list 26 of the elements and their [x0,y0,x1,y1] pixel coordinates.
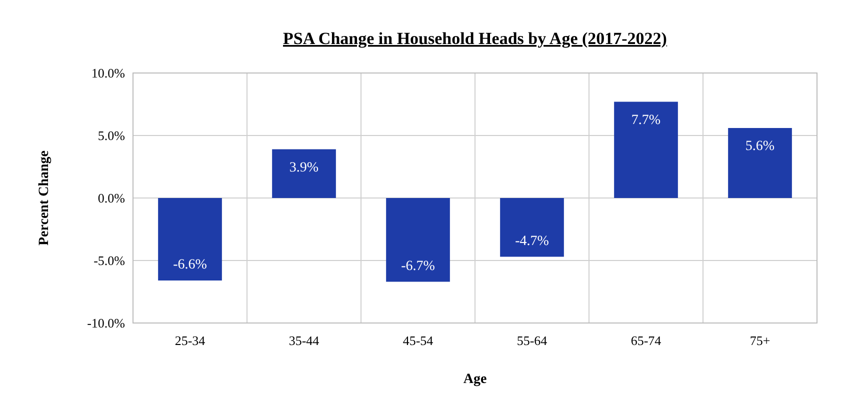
bar [728,128,792,198]
bar [272,149,336,198]
y-tick-label: -10.0% [87,316,126,331]
y-axis-title: Percent Change [37,150,52,246]
x-tick-label: 45-54 [402,333,434,348]
x-tick-label: 35-44 [288,333,320,348]
y-tick-label: 5.0% [98,128,126,144]
chart-title: PSA Change in Household Heads by Age (2017-2022) [283,29,667,48]
bar [614,102,678,198]
data-label: -6.6% [173,258,208,272]
data-label: 7.7% [631,112,661,128]
y-tick-label: 0.0% [98,190,126,206]
x-tick-label: 55-64 [516,333,548,348]
data-label: 3.9% [289,160,319,176]
x-axis-title: Age [463,372,487,387]
bar [500,198,564,257]
x-tick-label: 75+ [750,333,770,348]
data-label: -4.7% [515,234,550,249]
bar [158,198,222,280]
x-tick-label: 25-34 [174,333,206,348]
y-tick-label: 10.0% [91,66,126,81]
data-label: 5.6% [745,139,775,154]
bar [386,198,450,282]
y-tick-label: -5.0% [94,253,126,268]
data-label: -6.7% [401,258,436,274]
x-tick-label: 65-74 [630,333,662,348]
